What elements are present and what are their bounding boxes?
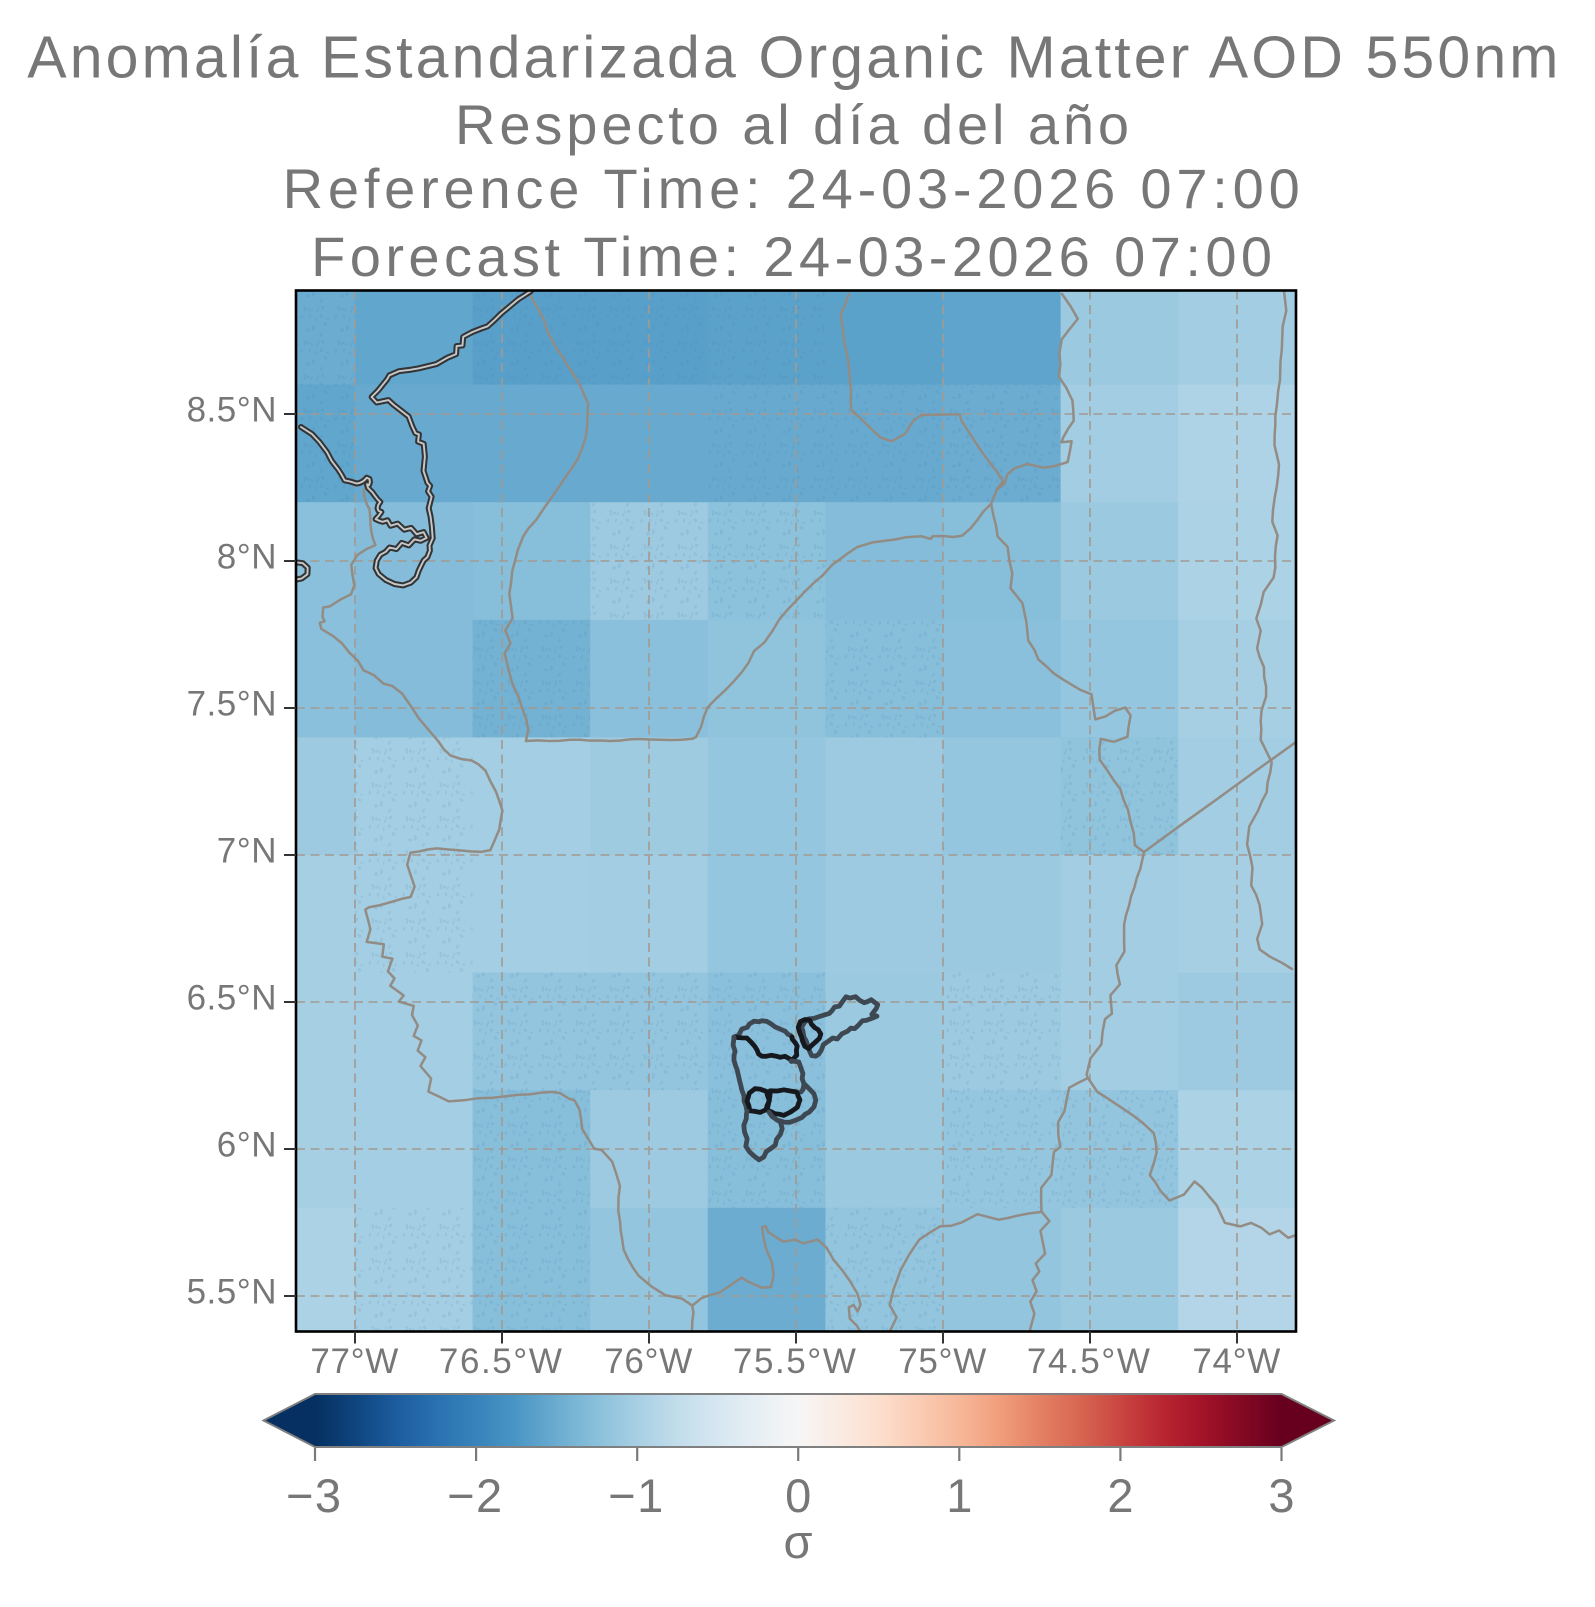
svg-text:76°W: 76°W: [604, 1342, 693, 1381]
svg-text:74.5°W: 74.5°W: [1027, 1342, 1152, 1381]
svg-text:−3: −3: [286, 1469, 342, 1522]
svg-text:8°N: 8°N: [217, 538, 277, 577]
svg-text:6°N: 6°N: [217, 1126, 277, 1165]
svg-text:8.5°N: 8.5°N: [187, 391, 277, 430]
svg-text:3: 3: [1268, 1469, 1294, 1522]
svg-text:Reference Time: 24-03-2026 07:: Reference Time: 24-03-2026 07:00: [283, 157, 1305, 220]
svg-text:0: 0: [785, 1469, 811, 1522]
svg-text:Forecast Time: 24-03-2026 07:0: Forecast Time: 24-03-2026 07:00: [311, 225, 1276, 288]
svg-text:−1: −1: [608, 1469, 664, 1522]
svg-text:75°W: 75°W: [898, 1342, 987, 1381]
svg-text:Anomalía Estandarizada Organic: Anomalía Estandarizada Organic Matter AO…: [27, 25, 1561, 91]
svg-text:−2: −2: [447, 1469, 503, 1522]
svg-text:5.5°N: 5.5°N: [187, 1273, 277, 1312]
svg-text:7°N: 7°N: [217, 832, 277, 871]
svg-text:6.5°N: 6.5°N: [187, 979, 277, 1018]
svg-text:2: 2: [1107, 1469, 1133, 1522]
svg-text:1: 1: [946, 1469, 972, 1522]
svg-text:75.5°W: 75.5°W: [733, 1342, 858, 1381]
svg-text:76.5°W: 76.5°W: [439, 1342, 564, 1381]
svg-text:77°W: 77°W: [310, 1342, 399, 1381]
svg-text:74°W: 74°W: [1192, 1342, 1281, 1381]
svg-text:7.5°N: 7.5°N: [187, 685, 277, 724]
svg-text:Respecto al día del año: Respecto al día del año: [455, 93, 1133, 156]
svg-text:σ: σ: [783, 1515, 812, 1568]
